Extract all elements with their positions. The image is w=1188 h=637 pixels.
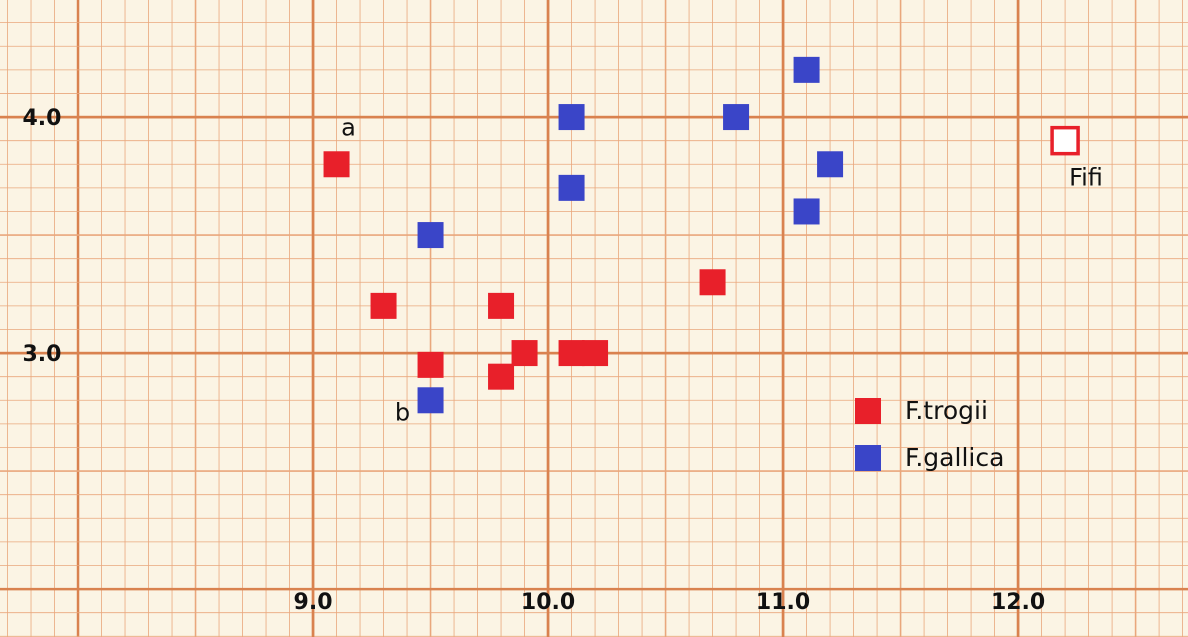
x-tick-label: 11.0 bbox=[756, 590, 810, 615]
legend-swatch bbox=[855, 398, 881, 424]
point bbox=[488, 363, 515, 390]
point bbox=[723, 104, 750, 131]
point bbox=[558, 104, 585, 131]
legend-label: F.gallica bbox=[905, 443, 1004, 472]
point bbox=[417, 387, 444, 414]
point bbox=[558, 340, 585, 367]
point bbox=[817, 151, 844, 178]
highlight-label: Fifi bbox=[1069, 164, 1103, 192]
point bbox=[417, 351, 444, 378]
x-tick-label: 10.0 bbox=[521, 590, 575, 615]
x-tick-label: 12.0 bbox=[991, 590, 1045, 615]
point bbox=[323, 151, 350, 178]
point bbox=[558, 174, 585, 201]
legend-swatch bbox=[855, 445, 881, 471]
point bbox=[511, 340, 538, 367]
y-tick-label: 3.0 bbox=[23, 342, 62, 367]
point bbox=[699, 269, 726, 296]
point bbox=[370, 292, 397, 319]
point bbox=[488, 292, 515, 319]
x-tick-label: 9.0 bbox=[294, 590, 333, 615]
point bbox=[793, 198, 820, 225]
legend-label: F.trogii bbox=[905, 396, 988, 425]
point bbox=[582, 340, 609, 367]
point bbox=[417, 222, 444, 249]
highlight-point bbox=[1050, 125, 1080, 156]
annotation: b bbox=[395, 398, 410, 426]
y-tick-label: 4.0 bbox=[23, 106, 62, 131]
point bbox=[793, 56, 820, 83]
annotation: a bbox=[341, 113, 356, 141]
